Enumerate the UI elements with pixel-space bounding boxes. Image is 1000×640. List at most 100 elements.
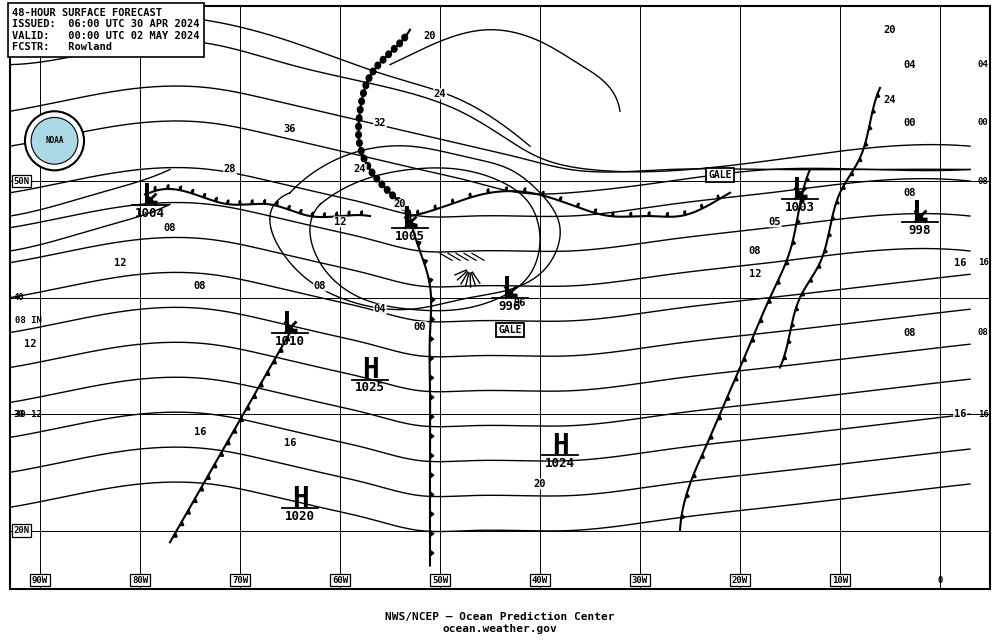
Polygon shape (199, 486, 204, 491)
Polygon shape (692, 474, 696, 478)
Polygon shape (215, 198, 217, 202)
Polygon shape (232, 429, 237, 433)
Polygon shape (430, 375, 434, 381)
Polygon shape (430, 550, 434, 556)
Text: 32: 32 (374, 118, 386, 128)
Circle shape (356, 132, 361, 138)
Polygon shape (452, 199, 454, 203)
Text: 90W: 90W (32, 576, 48, 585)
Text: 50N: 50N (14, 177, 30, 186)
Polygon shape (430, 453, 434, 459)
Text: L: L (792, 176, 808, 204)
Polygon shape (751, 338, 755, 342)
Polygon shape (246, 406, 250, 410)
Text: 10W: 10W (832, 576, 848, 585)
Polygon shape (264, 200, 266, 204)
Text: 20N: 20N (14, 526, 30, 535)
Text: H: H (552, 432, 568, 460)
Circle shape (370, 68, 376, 75)
Polygon shape (734, 376, 738, 381)
Text: 08: 08 (314, 281, 326, 291)
Polygon shape (323, 213, 325, 217)
Circle shape (400, 204, 406, 210)
Text: 16: 16 (978, 258, 989, 267)
Circle shape (395, 198, 401, 204)
Circle shape (357, 140, 362, 146)
Circle shape (402, 35, 408, 41)
Polygon shape (850, 172, 854, 175)
Polygon shape (226, 440, 230, 445)
Text: 12: 12 (334, 217, 346, 227)
Circle shape (390, 192, 395, 198)
Polygon shape (767, 299, 771, 303)
Text: 24: 24 (884, 95, 896, 104)
Text: 16: 16 (954, 409, 966, 419)
Polygon shape (430, 414, 434, 420)
Text: 08: 08 (164, 223, 176, 233)
Polygon shape (717, 195, 720, 199)
Text: 1025: 1025 (355, 381, 385, 394)
Polygon shape (430, 336, 434, 342)
Polygon shape (173, 532, 177, 537)
Polygon shape (783, 356, 787, 360)
Polygon shape (487, 189, 489, 193)
Polygon shape (792, 240, 796, 245)
Polygon shape (180, 521, 184, 525)
Polygon shape (417, 241, 421, 246)
Text: 24: 24 (354, 164, 366, 175)
Polygon shape (213, 463, 217, 468)
Polygon shape (524, 188, 526, 192)
Text: 1005: 1005 (395, 230, 425, 243)
Circle shape (25, 111, 84, 170)
Polygon shape (300, 210, 302, 214)
Polygon shape (791, 323, 794, 328)
Polygon shape (430, 356, 433, 362)
Polygon shape (431, 316, 434, 322)
Polygon shape (836, 200, 839, 204)
Circle shape (391, 45, 397, 52)
Polygon shape (434, 205, 437, 209)
Polygon shape (430, 394, 434, 400)
Polygon shape (285, 336, 290, 340)
Polygon shape (776, 280, 780, 284)
Polygon shape (684, 211, 686, 215)
Circle shape (358, 148, 364, 154)
Polygon shape (219, 452, 223, 456)
Text: 70W: 70W (232, 576, 248, 585)
Polygon shape (577, 204, 579, 207)
Polygon shape (272, 359, 276, 364)
Text: 80W: 80W (132, 576, 148, 585)
Polygon shape (206, 475, 210, 479)
Text: H: H (292, 484, 308, 513)
Polygon shape (872, 109, 875, 114)
Text: 1024: 1024 (545, 457, 575, 470)
Polygon shape (630, 212, 632, 216)
Text: 08: 08 (904, 188, 916, 198)
Text: 20: 20 (394, 200, 406, 209)
Polygon shape (288, 205, 290, 210)
Circle shape (361, 90, 366, 97)
Polygon shape (864, 142, 868, 147)
Circle shape (405, 209, 411, 216)
Circle shape (361, 156, 367, 162)
Text: 40W: 40W (532, 576, 548, 585)
Polygon shape (868, 126, 872, 130)
Polygon shape (431, 297, 435, 303)
Circle shape (363, 82, 369, 89)
Text: 00: 00 (904, 118, 916, 128)
Polygon shape (858, 157, 862, 161)
Text: NOAA: NOAA (45, 136, 64, 145)
Text: 08: 08 (978, 328, 989, 337)
Text: 08 IN: 08 IN (15, 316, 42, 325)
Polygon shape (430, 511, 434, 517)
Text: 08: 08 (904, 328, 916, 337)
Polygon shape (801, 292, 804, 296)
Text: 30: 30 (14, 410, 24, 419)
Text: 30 12: 30 12 (15, 410, 42, 419)
Polygon shape (700, 454, 704, 458)
Polygon shape (336, 212, 338, 216)
Polygon shape (179, 186, 182, 190)
Text: 30W: 30W (632, 576, 648, 585)
Text: 0: 0 (937, 576, 943, 585)
Text: L: L (502, 275, 518, 303)
